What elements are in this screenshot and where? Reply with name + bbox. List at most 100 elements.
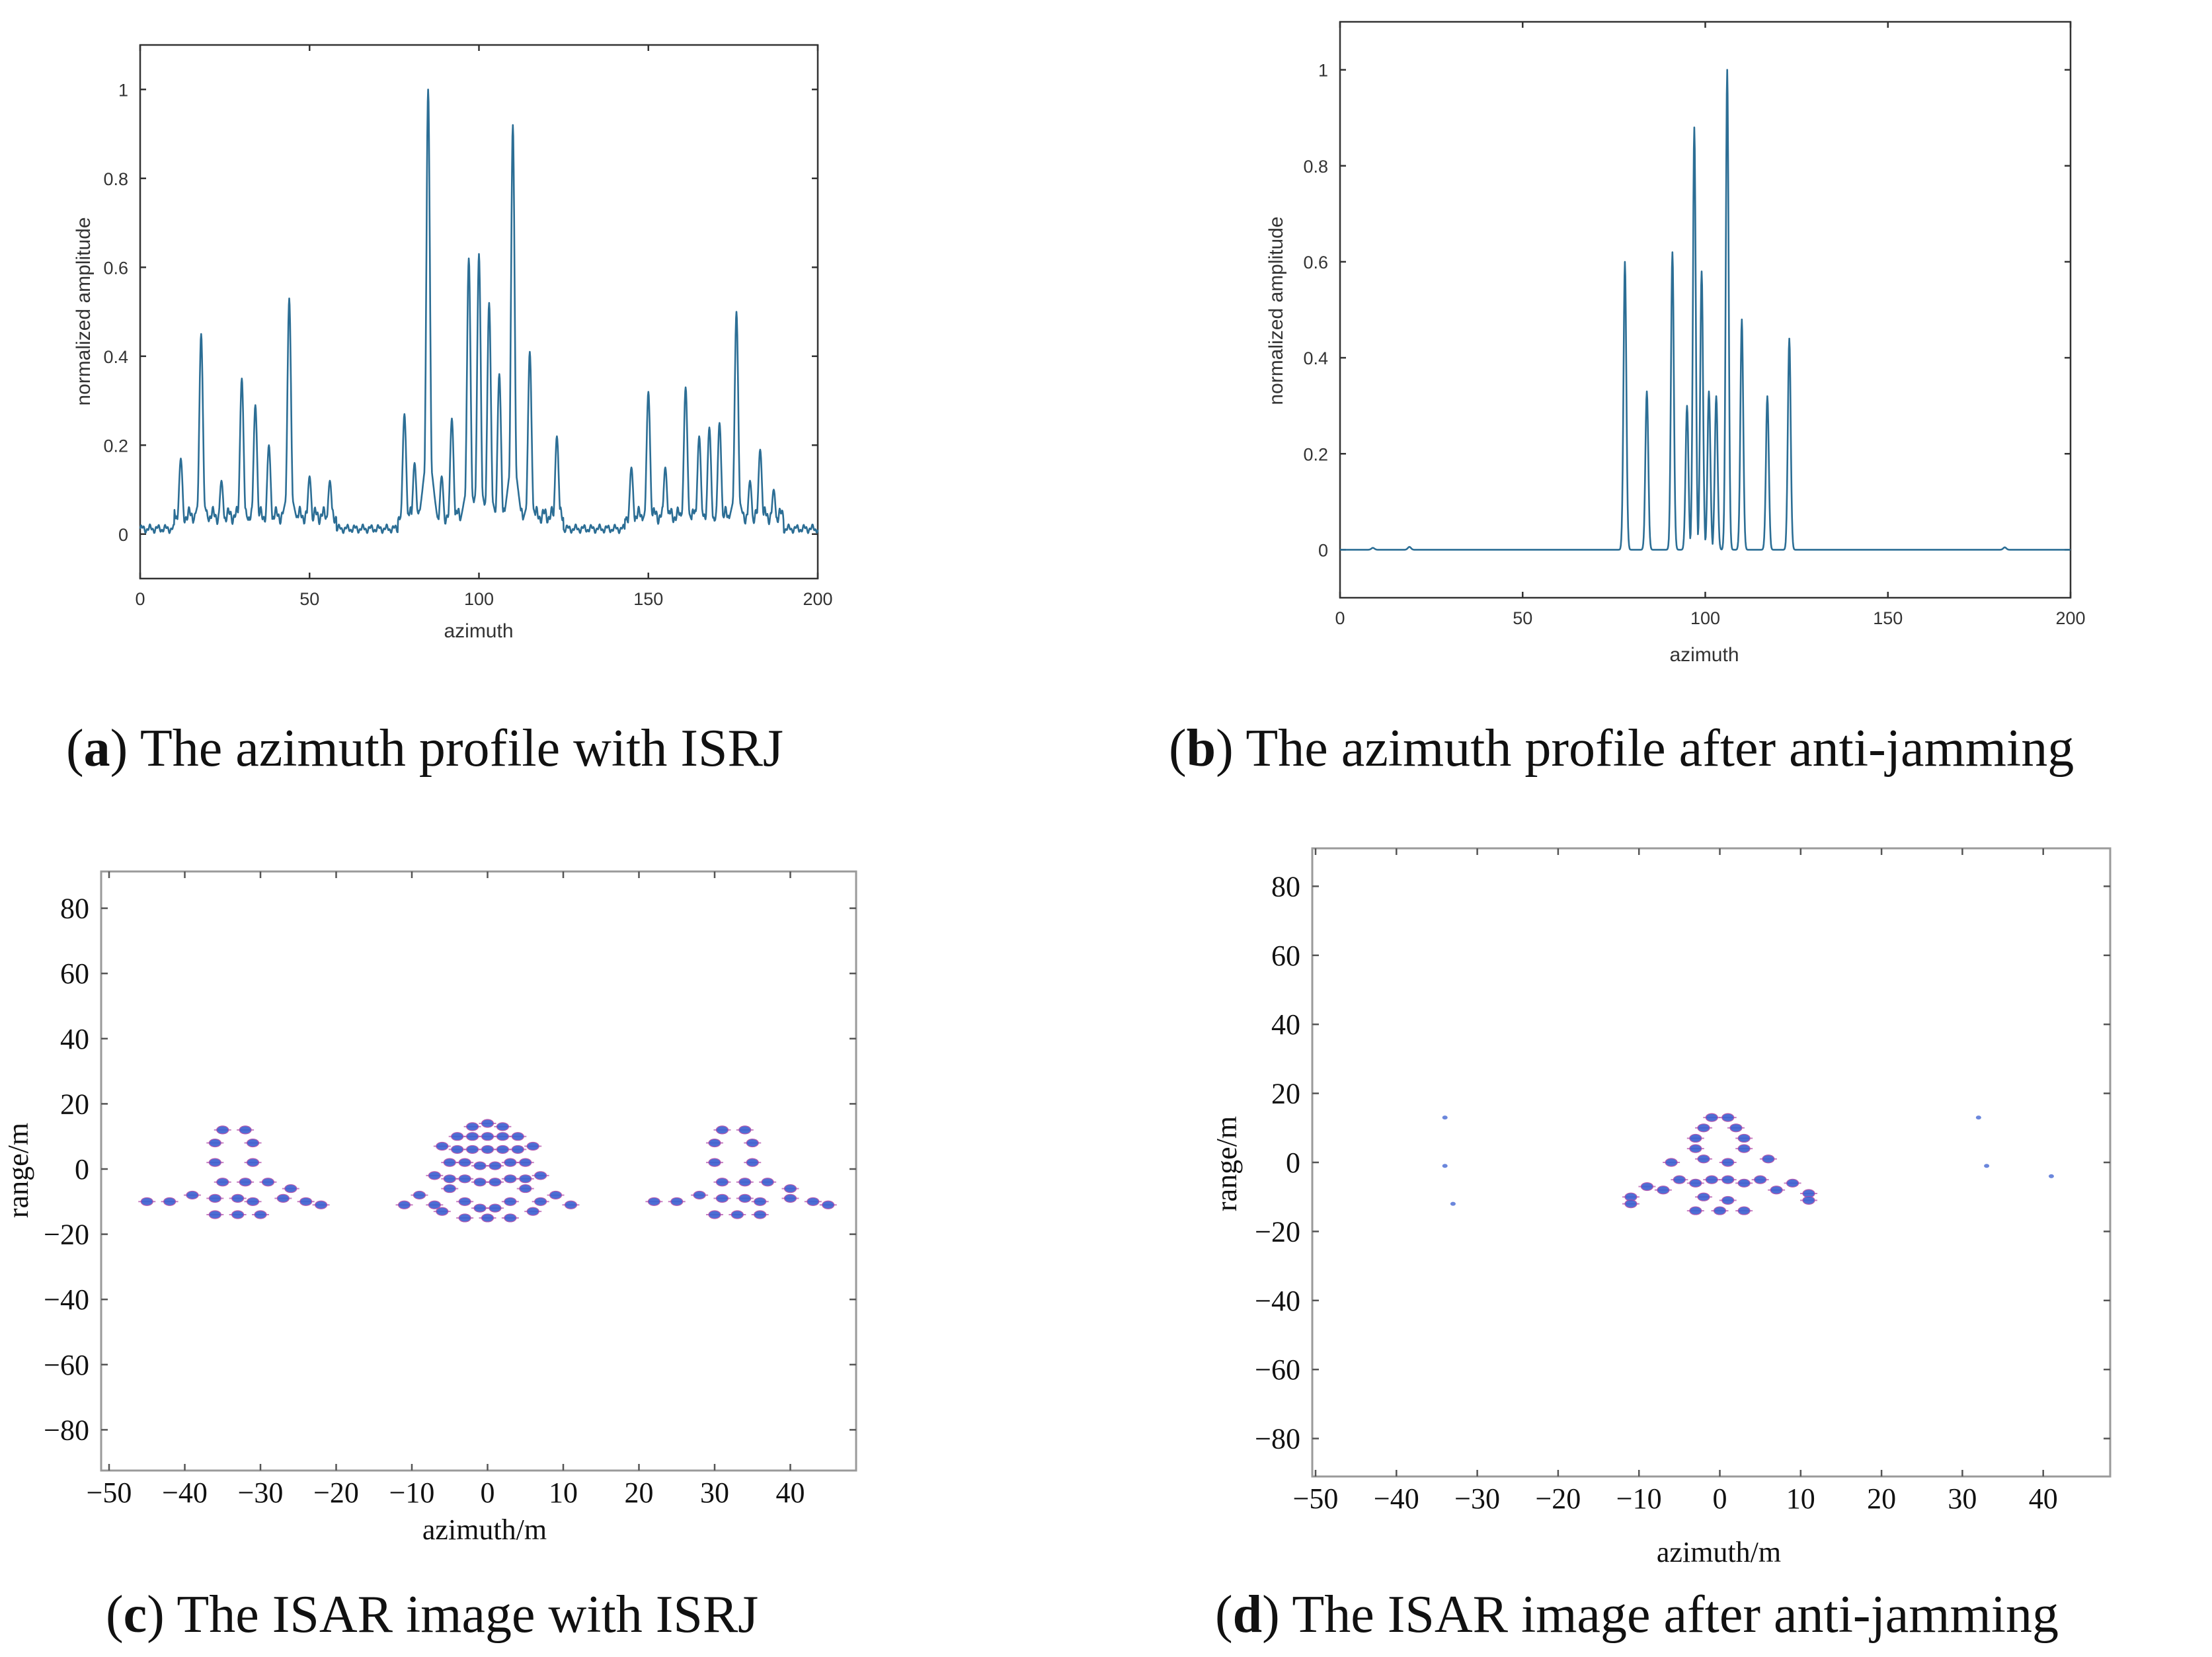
panel-c-scatter-point bbox=[239, 1178, 252, 1187]
panel-d-x-tick-label: −50 bbox=[1293, 1482, 1339, 1515]
panel-d-scatter-point bbox=[1721, 1175, 1735, 1184]
panel-c-x-tick-label: −40 bbox=[162, 1476, 208, 1509]
panel-b-x-tick-label: 150 bbox=[1873, 608, 1903, 628]
panel-d-x-tick-label: 20 bbox=[1867, 1482, 1896, 1515]
panel-c-scatter-point bbox=[519, 1174, 532, 1184]
panel-a-profile-line bbox=[139, 89, 819, 534]
panel-c-scatter-point bbox=[458, 1158, 471, 1167]
panel-d-caption: (d) The ISAR image after anti-jamming bbox=[1215, 1586, 2059, 1644]
panel-c-scatter-point bbox=[284, 1184, 297, 1193]
panel-c-scatter-point bbox=[496, 1145, 510, 1154]
panel-c-y-tick-label: −20 bbox=[44, 1219, 89, 1251]
panel-a-y-tick-label: 0.4 bbox=[103, 347, 128, 367]
panel-c-scatter-point bbox=[413, 1190, 426, 1200]
panel-d-scatter-point bbox=[1737, 1178, 1751, 1188]
panel-d-x-tick-label: −40 bbox=[1374, 1482, 1419, 1515]
panel-a-caption-letter: a bbox=[84, 719, 110, 778]
panel-d-x-axis-label: azimuth/m bbox=[1657, 1536, 1781, 1568]
panel-c-x-tick-label: 20 bbox=[625, 1476, 654, 1509]
panel-c-scatter-point bbox=[647, 1197, 661, 1206]
panel-c-scatter-point bbox=[299, 1197, 313, 1206]
panel-c-scatter-point bbox=[231, 1193, 245, 1203]
panel-c-scatter-point bbox=[428, 1171, 441, 1180]
panel-d-y-tick-label: −80 bbox=[1255, 1423, 1300, 1455]
panel-c-scatter-point bbox=[731, 1210, 744, 1219]
panel-d-x-tick-label: 30 bbox=[1948, 1482, 1977, 1515]
panel-d-scatter-point bbox=[1737, 1144, 1751, 1153]
panel-d-y-axis-label: range/m bbox=[1210, 1116, 1243, 1211]
panel-c-scatter-point bbox=[443, 1174, 456, 1184]
panel-d-x-tick-label: 0 bbox=[1713, 1482, 1727, 1515]
panel-d-y-tick-label: 0 bbox=[1286, 1147, 1300, 1179]
panel-c-scatter-point bbox=[511, 1145, 524, 1154]
panel-b-y-tick-label: 0.6 bbox=[1303, 253, 1328, 272]
panel-d-y-tick-label: −20 bbox=[1255, 1215, 1300, 1248]
panel-a-x-tick-label: 50 bbox=[299, 589, 319, 609]
panel-d-scatter-point bbox=[1721, 1195, 1735, 1205]
panel-c-scatter-point bbox=[246, 1197, 260, 1206]
panel-c-scatter-point bbox=[465, 1145, 479, 1154]
panel-d-y-tick-label: 40 bbox=[1271, 1008, 1300, 1041]
panel-a-caption-text: The azimuth profile with ISRJ bbox=[128, 719, 783, 778]
panel-b-y-tick-label: 0 bbox=[1318, 540, 1328, 560]
panel-b-x-tick-label: 100 bbox=[1690, 608, 1720, 628]
panel-c-scatter-point bbox=[670, 1197, 684, 1206]
panel-c-y-tick-label: −80 bbox=[44, 1414, 89, 1446]
panel-d-y-tick-label: 20 bbox=[1271, 1078, 1300, 1110]
panel-c-scatter-point bbox=[504, 1174, 517, 1184]
panel-c-scatter-point bbox=[526, 1207, 539, 1216]
panel-c-scatter-point bbox=[208, 1210, 221, 1219]
panel-d-scatter-point bbox=[1762, 1154, 1775, 1164]
panel-c-x-tick-label: −10 bbox=[389, 1476, 435, 1509]
panel-d-x-tick-label: 10 bbox=[1786, 1482, 1815, 1515]
panel-b-chart: 0 50 100 150 200 0 0.2 0.4 0.6 0.8 1 azimuth norm… bbox=[1169, 20, 2086, 778]
panel-c-scatter-point bbox=[715, 1125, 729, 1135]
panel-b-y-ticks: 0 0.2 0.4 0.6 0.8 1 bbox=[1303, 61, 2071, 560]
panel-d-chart: −50 −40 −30 −20 −10 0 10 20 30 40 80 60 40 20 0 −20 −40… bbox=[1210, 847, 2112, 1644]
panel-c-scatter-point bbox=[428, 1200, 441, 1209]
panel-c-scatter-point bbox=[511, 1132, 524, 1141]
panel-c-y-tick-label: 60 bbox=[60, 957, 89, 990]
panel-b-caption-letter: b bbox=[1187, 719, 1216, 778]
panel-c-scatter-point bbox=[481, 1213, 494, 1223]
panel-c-y-tick-label: −60 bbox=[44, 1349, 89, 1381]
panel-c-scatter-point bbox=[564, 1200, 578, 1209]
panel-d-x-ticks: −50 −40 −30 −20 −10 0 10 20 30 40 bbox=[1293, 848, 2058, 1515]
panel-c-scatter-point bbox=[708, 1138, 721, 1148]
panel-a-y-axis-label: normalized amplitude bbox=[73, 217, 95, 405]
panel-a-x-tick-label: 0 bbox=[135, 589, 145, 609]
panel-c-scatter-point bbox=[458, 1213, 471, 1223]
panel-c-x-ticks: −50 −40 −30 −20 −10 0 10 20 30 40 bbox=[87, 871, 805, 1509]
panel-c-x-tick-label: −30 bbox=[238, 1476, 284, 1509]
panel-d-scatter-point bbox=[1689, 1178, 1702, 1188]
panel-a-y-tick-label: 0.8 bbox=[103, 169, 128, 189]
panel-c-scatter-point bbox=[489, 1203, 502, 1213]
panel-c-scatter-point bbox=[315, 1200, 328, 1209]
panel-c-scatter-point bbox=[504, 1158, 517, 1167]
panel-d-scatter-point bbox=[1737, 1133, 1751, 1143]
panel-d-scatter-point bbox=[1689, 1206, 1702, 1215]
panel-c-scatter-point bbox=[458, 1174, 471, 1184]
panel-b-y-axis-label: normalized amplitude bbox=[1265, 216, 1287, 405]
panel-d-faint-scatter-point bbox=[1450, 1201, 1456, 1206]
panel-d-scatter-point bbox=[1729, 1123, 1743, 1133]
panel-c-x-tick-label: 30 bbox=[700, 1476, 729, 1509]
panel-c-scatter-point bbox=[496, 1122, 510, 1131]
panel-c-scatter-point bbox=[443, 1184, 456, 1193]
panel-d-scatter-point bbox=[1705, 1113, 1718, 1122]
panel-d-faint-scatter-point bbox=[1442, 1164, 1448, 1168]
panel-b-profile-line bbox=[1339, 69, 2071, 551]
panel-c-y-ticks: 80 60 40 20 0 −20 −40 −60 −80 bbox=[44, 893, 856, 1446]
panel-c-scatter-point bbox=[246, 1138, 260, 1148]
panel-d-y-tick-label: −40 bbox=[1255, 1285, 1300, 1317]
panel-d-scatter-point bbox=[1737, 1206, 1751, 1215]
panel-c-scatter-point bbox=[761, 1178, 774, 1187]
panel-c-x-tick-label: 40 bbox=[776, 1476, 805, 1509]
panel-a-caption: (a) The azimuth profile with ISRJ bbox=[66, 719, 783, 778]
panel-c-scatter-point bbox=[746, 1138, 759, 1148]
panel-b-y-tick-label: 0.4 bbox=[1303, 348, 1328, 368]
panel-d-y-tick-label: 60 bbox=[1271, 940, 1300, 972]
panel-d-scatter-point bbox=[1802, 1195, 1815, 1205]
panel-d-caption-letter: d bbox=[1233, 1586, 1263, 1644]
